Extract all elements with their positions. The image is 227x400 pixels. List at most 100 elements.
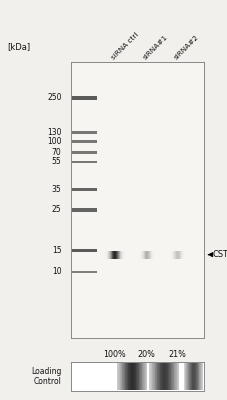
Bar bbox=[150, 364, 151, 390]
Bar bbox=[132, 364, 133, 390]
Bar bbox=[182, 250, 183, 259]
Bar bbox=[119, 364, 120, 390]
Bar bbox=[171, 250, 172, 259]
Bar bbox=[165, 364, 166, 390]
Bar bbox=[183, 364, 184, 390]
Bar bbox=[161, 364, 162, 390]
Bar bbox=[155, 250, 156, 259]
Bar bbox=[174, 250, 175, 259]
Bar bbox=[184, 250, 185, 259]
Bar bbox=[106, 250, 107, 259]
Text: CSTA: CSTA bbox=[212, 250, 227, 259]
Bar bbox=[102, 250, 103, 259]
Bar bbox=[166, 250, 167, 259]
Bar bbox=[72, 208, 97, 212]
Bar bbox=[128, 364, 129, 390]
Bar bbox=[174, 364, 175, 390]
Bar bbox=[118, 364, 119, 390]
Bar bbox=[118, 250, 119, 259]
Bar bbox=[136, 364, 137, 390]
Text: 100: 100 bbox=[47, 137, 61, 146]
Text: 20%: 20% bbox=[137, 350, 155, 358]
Bar bbox=[144, 364, 145, 390]
Bar bbox=[111, 250, 112, 259]
Bar bbox=[156, 250, 157, 259]
Text: 10: 10 bbox=[52, 267, 61, 276]
Bar bbox=[117, 250, 118, 259]
Bar bbox=[125, 250, 126, 259]
Bar bbox=[130, 364, 131, 390]
Text: Loading
Control: Loading Control bbox=[31, 367, 61, 386]
Bar bbox=[72, 161, 97, 163]
Bar bbox=[188, 364, 189, 390]
Bar bbox=[186, 364, 187, 390]
Bar bbox=[101, 250, 102, 259]
Bar bbox=[144, 250, 145, 259]
Bar bbox=[136, 250, 137, 259]
Bar bbox=[139, 250, 140, 259]
Bar bbox=[190, 364, 191, 390]
Bar bbox=[123, 364, 124, 390]
Bar bbox=[137, 364, 138, 390]
Bar bbox=[152, 364, 153, 390]
Bar bbox=[112, 250, 113, 259]
Bar bbox=[168, 364, 169, 390]
Bar bbox=[163, 364, 164, 390]
Bar bbox=[158, 364, 159, 390]
Bar bbox=[179, 250, 180, 259]
Bar bbox=[162, 364, 163, 390]
Bar bbox=[149, 364, 150, 390]
Bar bbox=[184, 364, 185, 390]
Text: siRNA#2: siRNA#2 bbox=[172, 34, 199, 61]
Bar bbox=[148, 250, 149, 259]
Bar bbox=[178, 250, 179, 259]
Bar bbox=[191, 364, 192, 390]
Bar bbox=[177, 250, 178, 259]
Bar bbox=[134, 364, 135, 390]
Bar bbox=[109, 250, 110, 259]
Bar bbox=[72, 151, 97, 154]
Text: 55: 55 bbox=[52, 158, 61, 166]
Bar bbox=[119, 250, 120, 259]
Bar bbox=[122, 364, 123, 390]
Bar bbox=[194, 364, 195, 390]
Bar bbox=[180, 250, 181, 259]
Bar bbox=[154, 250, 155, 259]
Bar bbox=[146, 250, 147, 259]
Bar bbox=[123, 250, 124, 259]
Bar bbox=[159, 364, 160, 390]
Text: 35: 35 bbox=[52, 185, 61, 194]
Bar bbox=[151, 364, 152, 390]
Bar bbox=[170, 364, 171, 390]
Bar bbox=[192, 364, 193, 390]
Bar bbox=[186, 250, 187, 259]
Bar bbox=[157, 364, 158, 390]
Bar bbox=[121, 250, 122, 259]
Bar bbox=[156, 364, 157, 390]
Bar bbox=[141, 364, 142, 390]
Bar bbox=[147, 250, 148, 259]
Bar bbox=[72, 249, 97, 252]
Bar bbox=[164, 364, 165, 390]
Bar bbox=[72, 188, 97, 191]
Bar bbox=[160, 364, 161, 390]
Text: 15: 15 bbox=[52, 246, 61, 255]
Bar bbox=[107, 250, 108, 259]
Text: siRNA ctrl: siRNA ctrl bbox=[110, 31, 139, 61]
Bar bbox=[145, 364, 146, 390]
Bar bbox=[72, 131, 97, 134]
Bar bbox=[195, 364, 196, 390]
Bar bbox=[124, 250, 125, 259]
Bar bbox=[185, 364, 186, 390]
Bar bbox=[145, 250, 146, 259]
Bar bbox=[155, 364, 156, 390]
Bar bbox=[72, 96, 97, 100]
Bar bbox=[169, 364, 170, 390]
Bar bbox=[183, 250, 184, 259]
Bar bbox=[135, 364, 136, 390]
Bar bbox=[150, 250, 151, 259]
Bar bbox=[131, 364, 132, 390]
Bar bbox=[199, 364, 200, 390]
Bar bbox=[197, 364, 198, 390]
Bar bbox=[127, 250, 128, 259]
